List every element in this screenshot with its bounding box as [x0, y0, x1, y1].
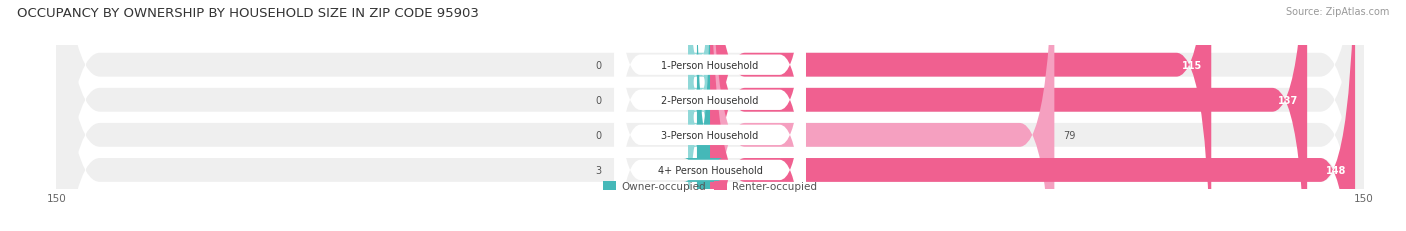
- FancyBboxPatch shape: [56, 0, 1364, 231]
- Legend: Owner-occupied, Renter-occupied: Owner-occupied, Renter-occupied: [599, 177, 821, 196]
- Text: 137: 137: [1278, 95, 1299, 105]
- FancyBboxPatch shape: [683, 0, 723, 231]
- FancyBboxPatch shape: [614, 0, 806, 231]
- Text: 3-Person Household: 3-Person Household: [661, 130, 759, 140]
- Text: 115: 115: [1182, 61, 1202, 70]
- Text: 0: 0: [595, 61, 602, 70]
- Text: 1-Person Household: 1-Person Household: [661, 61, 759, 70]
- Text: 2-Person Household: 2-Person Household: [661, 95, 759, 105]
- FancyBboxPatch shape: [710, 0, 1212, 231]
- FancyBboxPatch shape: [614, 0, 806, 231]
- Text: 79: 79: [1063, 130, 1076, 140]
- Text: OCCUPANCY BY OWNERSHIP BY HOUSEHOLD SIZE IN ZIP CODE 95903: OCCUPANCY BY OWNERSHIP BY HOUSEHOLD SIZE…: [17, 7, 479, 20]
- FancyBboxPatch shape: [710, 0, 1355, 231]
- Text: Source: ZipAtlas.com: Source: ZipAtlas.com: [1285, 7, 1389, 17]
- Text: 148: 148: [1326, 165, 1347, 175]
- FancyBboxPatch shape: [56, 0, 1364, 231]
- Text: 0: 0: [595, 130, 602, 140]
- FancyBboxPatch shape: [689, 7, 710, 231]
- FancyBboxPatch shape: [710, 0, 1054, 231]
- FancyBboxPatch shape: [614, 0, 806, 231]
- Text: 4+ Person Household: 4+ Person Household: [658, 165, 762, 175]
- FancyBboxPatch shape: [56, 0, 1364, 231]
- FancyBboxPatch shape: [689, 0, 710, 193]
- Text: 3: 3: [595, 165, 602, 175]
- FancyBboxPatch shape: [710, 0, 1308, 231]
- FancyBboxPatch shape: [56, 0, 1364, 231]
- Text: 0: 0: [595, 95, 602, 105]
- FancyBboxPatch shape: [614, 0, 806, 231]
- FancyBboxPatch shape: [689, 0, 710, 228]
